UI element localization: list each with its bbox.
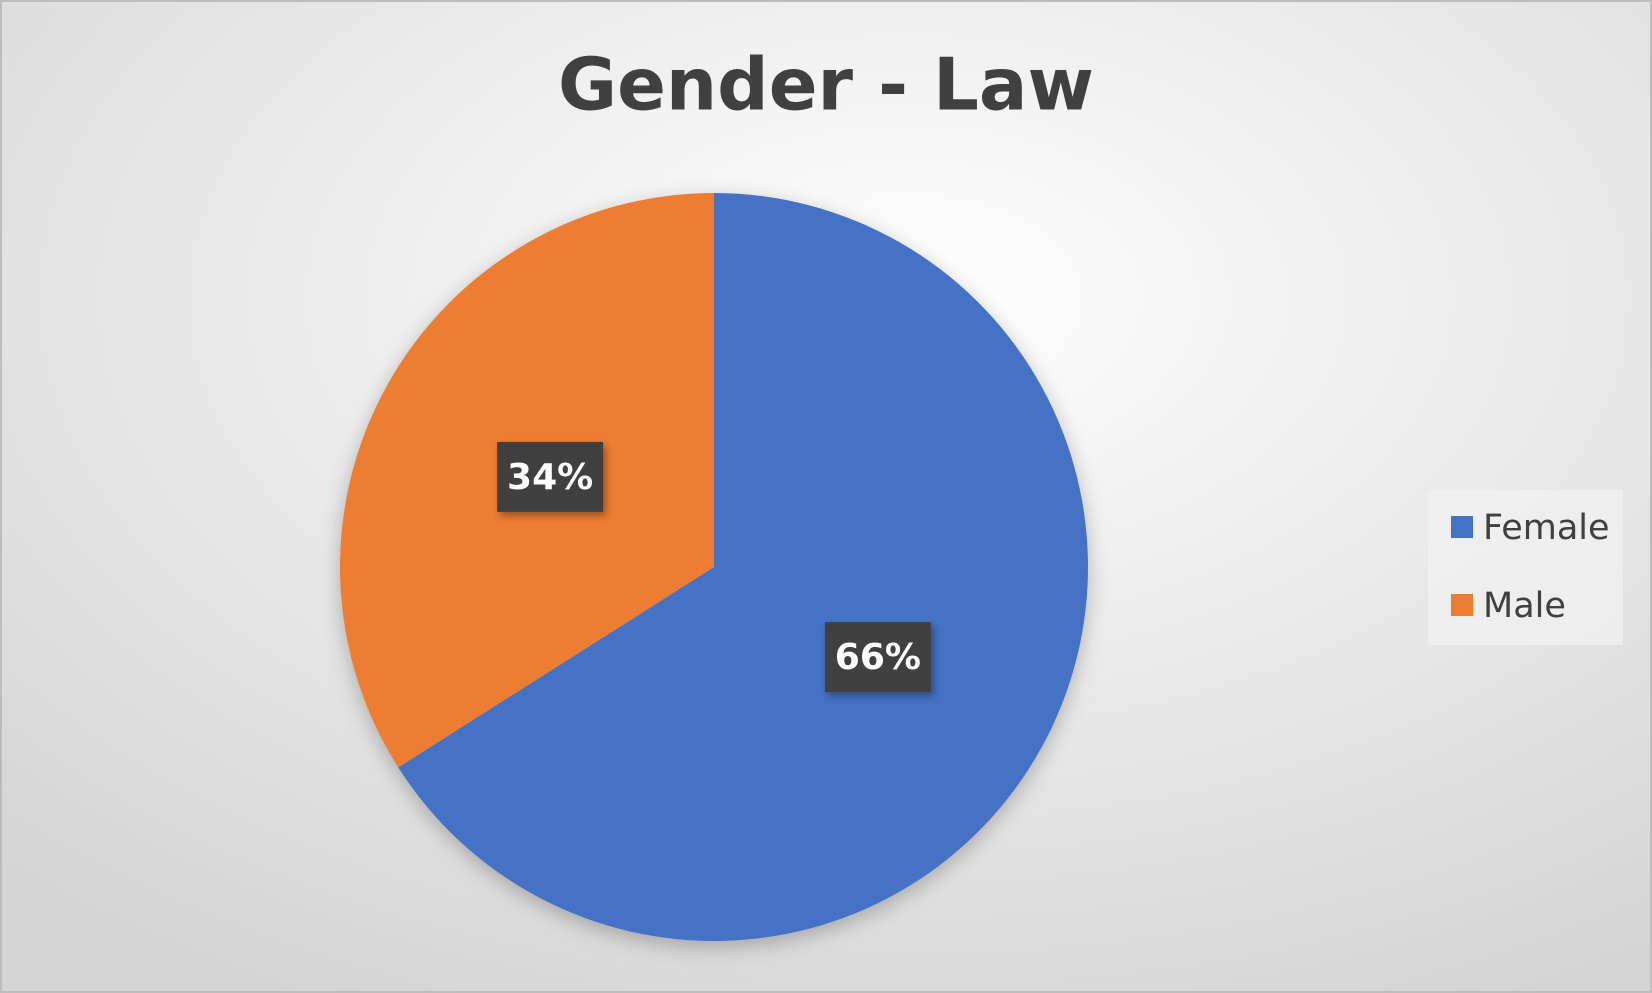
data-label: 66% <box>835 637 921 678</box>
chart-title: Gender - Law <box>558 43 1094 127</box>
legend-marker <box>1451 594 1473 616</box>
legend-marker <box>1451 516 1473 538</box>
data-label-box <box>824 622 931 693</box>
legend-label: Female <box>1483 508 1610 548</box>
data-label-box <box>497 441 604 512</box>
legend <box>1428 490 1623 645</box>
pie-slice <box>398 193 1089 941</box>
data-label: 34% <box>507 457 593 498</box>
pie <box>339 193 1089 941</box>
legend-label: Male <box>1483 586 1566 626</box>
